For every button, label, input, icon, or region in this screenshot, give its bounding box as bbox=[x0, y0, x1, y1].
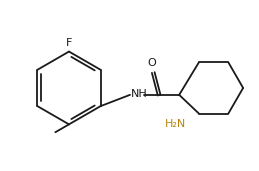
Text: H₂N: H₂N bbox=[165, 119, 186, 129]
Text: NH: NH bbox=[131, 89, 148, 99]
Text: F: F bbox=[66, 38, 72, 48]
Text: O: O bbox=[147, 58, 156, 68]
